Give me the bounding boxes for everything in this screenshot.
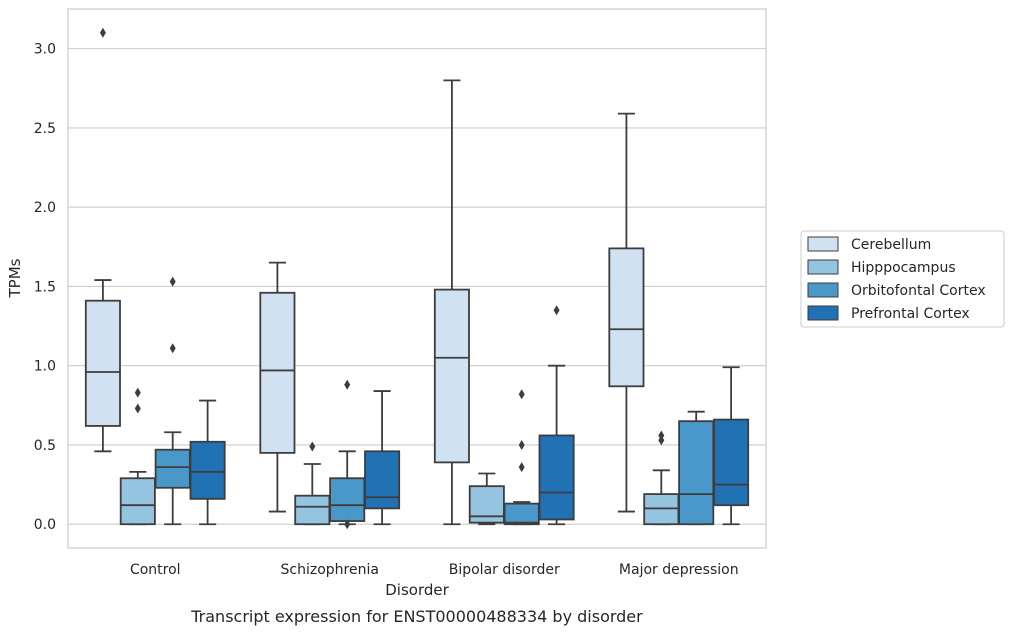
x-tick-label: Bipolar disorder: [449, 562, 560, 578]
iqr-box: [154, 448, 191, 489]
iqr-box: [364, 450, 401, 510]
legend-label: Cerebellum: [851, 237, 931, 253]
outlier-point: [518, 389, 525, 400]
box-hipppocampus: [294, 441, 331, 526]
y-tick-label: 2.0: [34, 200, 56, 216]
iqr-box: [259, 291, 296, 454]
y-tick-label: 0.5: [34, 438, 56, 454]
iqr-box: [433, 288, 470, 464]
outlier-point: [99, 27, 106, 38]
box-cerebellum: [433, 79, 470, 526]
x-axis-ticks: Control Schizophrenia Bipolar disorder Majo…: [130, 562, 739, 578]
iqr-box: [294, 494, 331, 526]
box-hipppocampus: [468, 472, 505, 526]
legend-swatch: [807, 259, 839, 275]
plot-frame: [67, 8, 767, 549]
x-tick-label: Major depression: [619, 562, 739, 578]
outlier-point: [309, 441, 316, 452]
legend-swatch: [807, 282, 839, 298]
box-prefrontal-cortex: [713, 366, 750, 526]
box-cerebellum: [608, 112, 645, 513]
outlier-point: [134, 403, 141, 414]
y-tick-label: 2.5: [34, 121, 56, 137]
legend: Cerebellum Hipppocampus Orbitofontal Corte…: [800, 230, 1005, 328]
legend-label: Hipppocampus: [851, 260, 956, 276]
outlier-point: [518, 439, 525, 450]
x-tick-label: Schizophrenia: [281, 562, 379, 578]
box-orbitofontal-cortex: [678, 410, 715, 526]
legend-label: Orbitofontal Cortex: [851, 283, 986, 299]
iqr-box: [119, 477, 156, 526]
box-orbitofontal-cortex: [329, 379, 366, 530]
y-tick-label: 1.5: [34, 279, 56, 295]
legend-swatch: [807, 305, 839, 321]
iqr-box: [503, 502, 540, 526]
box-orbitofontal-cortex: [154, 276, 191, 526]
x-axis-label: Disorder: [385, 581, 449, 599]
outlier-point: [658, 435, 665, 446]
iqr-box: [189, 440, 226, 500]
box-prefrontal-cortex: [189, 399, 226, 526]
outlier-point: [169, 276, 176, 287]
outlier-point: [344, 519, 351, 530]
iqr-box: [678, 420, 715, 526]
box-prefrontal-cortex: [538, 305, 575, 526]
box-hipppocampus: [643, 430, 680, 526]
iqr-box: [84, 299, 121, 427]
legend-label: Prefrontal Cortex: [851, 306, 970, 322]
gridlines: [68, 48, 766, 525]
y-axis-label: TPMs: [6, 258, 24, 298]
box-hipppocampus: [119, 387, 156, 526]
outlier-point: [518, 462, 525, 473]
box-prefrontal-cortex: [364, 390, 401, 526]
y-tick-label: 0.0: [34, 517, 56, 533]
outlier-point: [134, 387, 141, 398]
iqr-box: [608, 247, 645, 388]
legend-frame: [800, 230, 1005, 328]
chart-caption: Transcript expression for ENST0000048833…: [190, 607, 643, 626]
iqr-box: [329, 477, 366, 522]
legend-swatch: [807, 236, 839, 252]
iqr-box: [538, 434, 575, 521]
outlier-point: [169, 343, 176, 354]
plot-area: [84, 27, 750, 530]
box-cerebellum: [259, 261, 296, 513]
outlier-point: [344, 379, 351, 390]
x-tick-label: Control: [130, 562, 181, 578]
y-tick-label: 3.0: [34, 42, 56, 58]
y-axis-ticks: 0.0 0.5 1.0 1.5 2.0 2.5 3.0: [34, 42, 56, 534]
y-tick-label: 1.0: [34, 359, 56, 375]
outlier-point: [553, 305, 560, 316]
iqr-box: [713, 418, 750, 507]
box-orbitofontal-cortex: [503, 389, 540, 526]
box-cerebellum: [84, 27, 121, 453]
